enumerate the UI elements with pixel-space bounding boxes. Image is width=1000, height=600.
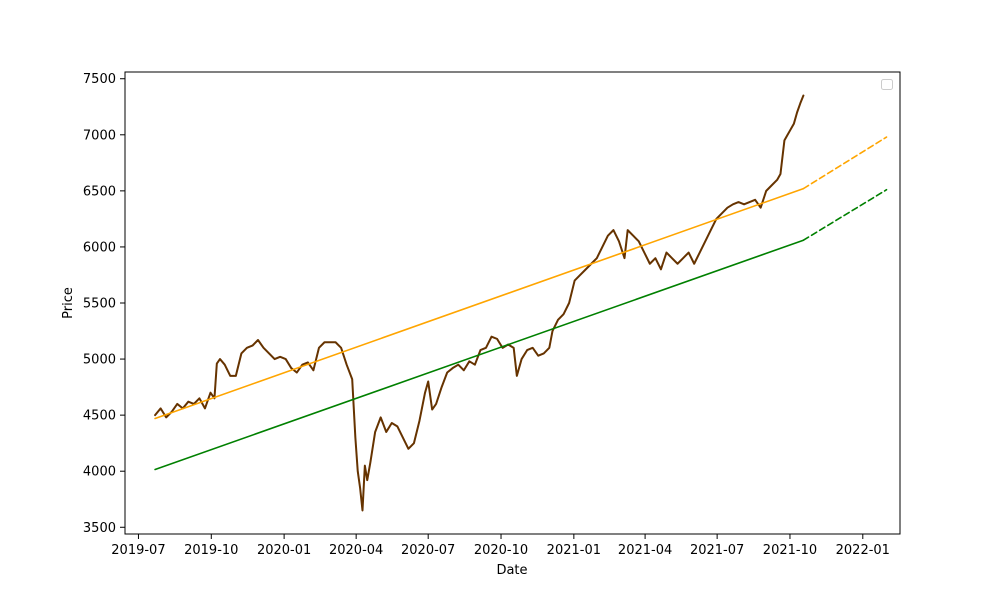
- legend-box: [881, 79, 893, 90]
- x-axis-ticks: 2019-07 2019-10 2020-01 2020-04 2020-07 2020-…: [111, 534, 890, 558]
- y-axis-ticks: 3500 4000 4500 5000 5500 6000 6500 7000 7500: [83, 72, 125, 536]
- x-tick-label: 2020-07: [401, 543, 455, 558]
- x-tick-label: 2020-01: [257, 543, 311, 558]
- plot-frame: [124, 71, 901, 535]
- x-tick-label: 2022-01: [836, 543, 890, 558]
- x-tick-label: 2019-10: [184, 543, 238, 558]
- y-tick-label: 3500: [83, 521, 116, 536]
- x-tick-label: 2019-07: [111, 543, 165, 558]
- y-tick-label: 4000: [83, 465, 116, 480]
- forecast-line: [802, 188, 888, 241]
- x-tick-label: 2021-04: [618, 543, 672, 558]
- y-tick-label: 6500: [83, 184, 116, 199]
- series-line: [154, 239, 805, 471]
- x-tick-label: 2021-07: [690, 543, 744, 558]
- y-axis-label: Price: [61, 287, 76, 319]
- y-tick-label: 7000: [83, 128, 116, 143]
- forecast-line: [802, 136, 888, 190]
- x-tick-label: 2021-01: [547, 543, 601, 558]
- y-tick-label: 6000: [83, 240, 116, 255]
- x-axis-label: Date: [496, 563, 527, 578]
- series-layer: [154, 94, 888, 512]
- y-tick-label: 4500: [83, 409, 116, 424]
- x-tick-label: 2021-10: [763, 543, 817, 558]
- x-tick-label: 2020-04: [329, 543, 383, 558]
- series-line: [154, 187, 805, 420]
- x-tick-label: 2020-10: [474, 543, 528, 558]
- y-tick-label: 7500: [83, 72, 116, 87]
- series-line: [154, 94, 805, 512]
- y-tick-label: 5500: [83, 297, 116, 312]
- y-tick-label: 5000: [83, 353, 116, 368]
